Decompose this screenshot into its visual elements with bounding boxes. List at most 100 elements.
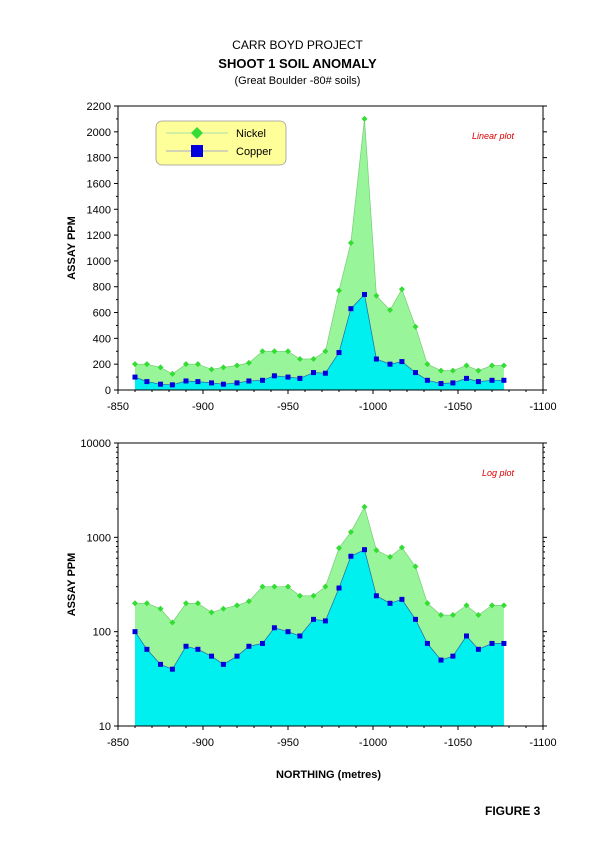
nickel-point — [347, 528, 354, 535]
x-tick-label: -950 — [277, 737, 299, 749]
nickel-point — [143, 600, 150, 607]
nickel-point — [259, 583, 266, 590]
y-axis-label: ASSAY PPM — [66, 553, 78, 617]
y-tick-label: 400 — [93, 333, 111, 345]
nickel-point — [489, 602, 495, 609]
copper-point — [322, 618, 328, 624]
copper-point — [475, 379, 481, 385]
y-tick-label: 1000 — [87, 532, 111, 544]
copper-point — [475, 646, 481, 652]
x-tick-label: -1050 — [444, 401, 472, 413]
nickel-point — [143, 361, 150, 368]
copper-point — [322, 370, 328, 376]
nickel-point — [336, 287, 342, 294]
nickel-point — [449, 612, 456, 619]
copper-point — [424, 377, 430, 383]
y-tick-label: 2000 — [87, 127, 111, 139]
y-tick-label: 0 — [105, 385, 111, 397]
nickel-point — [157, 364, 164, 371]
nickel-point — [387, 306, 393, 313]
copper-point — [220, 661, 226, 667]
copper-point — [234, 653, 240, 659]
copper-point — [220, 381, 226, 387]
nickel-point — [194, 361, 201, 368]
nickel-point — [336, 545, 342, 552]
nickel-point — [259, 348, 266, 355]
nickel-point — [322, 583, 329, 590]
copper-point — [158, 381, 163, 387]
nickel-point — [438, 367, 444, 374]
copper-area — [135, 549, 504, 726]
y-tick-label: 1400 — [87, 204, 111, 216]
nickel-point — [500, 362, 507, 369]
y-axis-label: ASSAY PPM — [66, 216, 78, 280]
nickel-point — [412, 563, 419, 570]
nickel-point — [296, 356, 303, 363]
y-tick-label: 1200 — [87, 230, 111, 242]
legend-nickel-label: Nickel — [236, 128, 266, 140]
copper-point — [387, 361, 393, 367]
y-tick-label: 1600 — [87, 178, 111, 190]
copper-point — [489, 640, 495, 646]
copper-point — [336, 350, 342, 356]
x-tick-label: -850 — [107, 737, 129, 749]
y-tick-label: 10000 — [80, 438, 111, 450]
nickel-point — [373, 547, 380, 554]
copper-point — [144, 646, 150, 652]
y-tick-label: 800 — [93, 282, 111, 294]
plot-annotation: Linear plot — [472, 131, 515, 141]
nickel-point — [245, 598, 252, 605]
plot-frame — [117, 442, 544, 727]
copper-point — [311, 370, 316, 376]
nickel-point — [500, 602, 507, 609]
copper-point — [438, 657, 444, 663]
nickel-point — [285, 348, 291, 355]
nickel-point — [220, 364, 227, 371]
copper-point — [450, 380, 456, 386]
nickel-point — [157, 605, 164, 612]
copper-point — [260, 640, 265, 646]
nickel-point — [449, 367, 456, 374]
copper-point — [297, 375, 303, 381]
copper-point — [246, 378, 252, 384]
nickel-point — [463, 602, 470, 609]
y-tick-label: 1800 — [87, 153, 111, 165]
legend: Nickel Copper — [155, 120, 287, 166]
project-name: CARR BOYD PROJECT — [232, 38, 363, 52]
log-chart: -850 -900 -950 -1000 -1050 -1100 10 100 1000 1000… — [66, 438, 557, 781]
chart-title: SHOOT 1 SOIL ANOMALY — [218, 56, 377, 71]
legend-box — [155, 120, 287, 166]
copper-point — [183, 378, 189, 384]
nickel-point — [310, 356, 317, 363]
copper-point — [336, 585, 342, 591]
copper-point — [285, 374, 291, 380]
nickel-area — [135, 118, 504, 391]
copper-point — [144, 379, 150, 385]
copper-point — [424, 640, 430, 646]
copper-point — [297, 633, 303, 639]
copper-point — [399, 596, 405, 602]
nickel-point — [475, 367, 482, 374]
nickel-point — [310, 592, 317, 599]
copper-point — [450, 653, 456, 659]
y-tick-label: 1000 — [87, 256, 111, 268]
nickel-point — [296, 592, 303, 599]
copper-point — [413, 370, 418, 376]
nickel-point — [424, 361, 431, 368]
copper-point — [169, 382, 175, 388]
nickel-point — [169, 619, 176, 626]
copper-point — [501, 377, 507, 383]
nickel-point — [234, 362, 240, 369]
nickel-point — [489, 362, 495, 369]
copper-point — [195, 379, 201, 385]
copper-point — [195, 646, 201, 652]
nickel-point — [398, 544, 405, 551]
nickel-point — [208, 366, 215, 373]
legend-copper-marker — [191, 145, 203, 157]
nickel-point — [322, 348, 329, 355]
copper-point — [271, 625, 277, 631]
copper-point — [311, 616, 316, 622]
y-tick-label: 2200 — [87, 101, 111, 113]
nickel-point — [183, 600, 189, 607]
